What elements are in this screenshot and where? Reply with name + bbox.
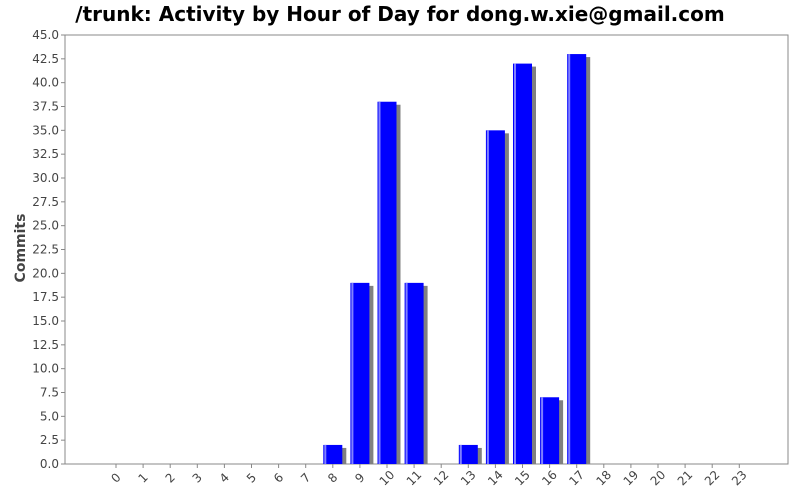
- y-tick-label: 15.0: [32, 314, 59, 328]
- bar-highlight: [459, 444, 462, 464]
- y-tick-label: 5.0: [40, 409, 59, 423]
- y-tick-label: 40.0: [32, 76, 59, 90]
- y-tick-label: 22.5: [32, 243, 59, 257]
- chart-title: /trunk: Activity by Hour of Day for dong…: [75, 2, 725, 26]
- bar: [485, 130, 505, 465]
- bar-highlight: [486, 130, 489, 465]
- x-tick-label: 23: [729, 468, 750, 489]
- bar-highlight: [568, 54, 571, 465]
- x-tick-label: 6: [271, 470, 286, 485]
- x-tick-label: 17: [566, 468, 587, 489]
- x-tick-label: 1: [135, 470, 150, 485]
- bar: [350, 282, 370, 464]
- x-tick-label: 10: [377, 468, 398, 489]
- x-tick-label: 5: [244, 470, 259, 485]
- y-tick-label: 30.0: [32, 171, 59, 185]
- y-tick-label: 0.0: [40, 457, 59, 471]
- bar: [404, 282, 424, 464]
- bar: [540, 397, 560, 464]
- x-tick-label: 18: [593, 468, 614, 489]
- bar: [458, 444, 478, 464]
- x-tick-label: 4: [217, 470, 232, 485]
- bar: [567, 54, 587, 465]
- y-tick-label: 37.5: [32, 100, 59, 114]
- bar-highlight: [378, 101, 381, 464]
- y-tick-label: 35.0: [32, 123, 59, 137]
- y-tick-label: 45.0: [32, 28, 59, 42]
- bar-highlight: [514, 63, 516, 464]
- x-tick-label: 20: [648, 468, 669, 489]
- x-tick-label: 0: [108, 470, 123, 485]
- bar-highlight: [351, 282, 354, 464]
- bar-highlight: [541, 397, 544, 464]
- x-tick-label: 11: [404, 468, 425, 489]
- bar-highlight: [324, 444, 327, 464]
- x-tick-label: 7: [298, 470, 313, 485]
- x-axis-ticks: 0 1 2 3 4 5 6 7 8 9 10 11 12 13 14 15 16 17 18 19 20 21 22 23: [108, 464, 750, 489]
- y-tick-label: 17.5: [32, 290, 59, 304]
- y-tick-label: 2.5: [40, 433, 59, 447]
- bar: [323, 444, 343, 464]
- bar: [513, 63, 532, 464]
- y-axis-ticks: 0.0 2.5 5.0 7.5 10.0 12.5 15.0 17.5 20.0 22.5 25.0…: [32, 28, 65, 471]
- x-tick-label: 13: [458, 468, 479, 489]
- x-tick-label: 8: [325, 470, 340, 485]
- y-tick-label: 7.5: [40, 386, 59, 400]
- x-tick-label: 9: [352, 470, 367, 485]
- bar-highlight: [405, 282, 408, 464]
- x-tick-label: 21: [675, 468, 696, 489]
- bars: [323, 54, 591, 465]
- x-tick-label: 15: [512, 468, 533, 489]
- y-tick-label: 25.0: [32, 219, 59, 233]
- y-tick-label: 20.0: [32, 266, 59, 280]
- y-tick-label: 32.5: [32, 147, 59, 161]
- y-tick-label: 42.5: [32, 52, 59, 66]
- y-tick-label: 12.5: [32, 338, 59, 352]
- x-tick-label: 3: [190, 470, 205, 485]
- x-tick-label: 19: [621, 468, 642, 489]
- x-tick-label: 12: [431, 468, 452, 489]
- x-tick-label: 14: [485, 468, 506, 489]
- y-tick-label: 10.0: [32, 362, 59, 376]
- x-tick-label: 2: [163, 470, 178, 485]
- x-tick-label: 22: [702, 468, 723, 489]
- x-tick-label: 16: [539, 468, 560, 489]
- bar: [377, 101, 397, 464]
- y-tick-label: 27.5: [32, 195, 59, 209]
